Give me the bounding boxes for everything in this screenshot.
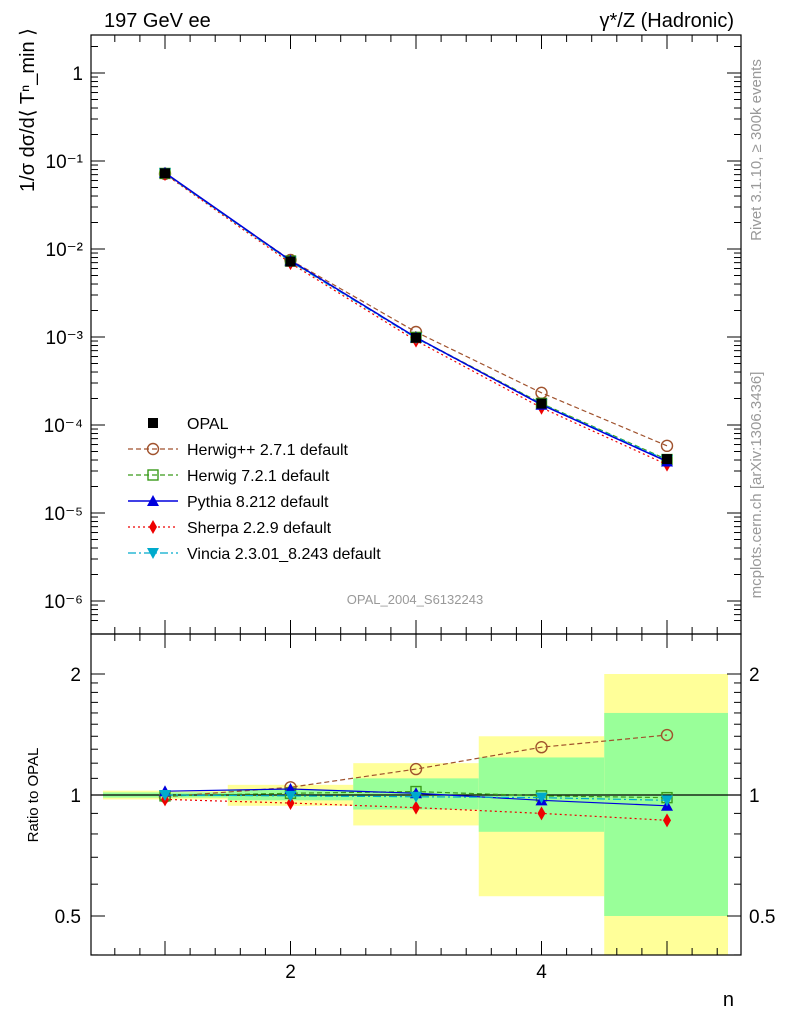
header-right-title: γ*/Z (Hadronic) xyxy=(600,10,734,32)
ratio-point-vincia xyxy=(535,792,548,804)
main-point-herwigpp xyxy=(660,439,674,453)
header-left-title: 197 GeV ee xyxy=(104,10,211,32)
ratio-ytick-label: 0.5 xyxy=(55,907,81,928)
x-axis-label: n xyxy=(723,989,734,1011)
main-point-opal xyxy=(285,256,296,267)
ratio-ylabel: Ratio to OPAL xyxy=(25,748,42,843)
legend-label-vincia: Vincia 2.3.01_8.243 default xyxy=(187,546,381,563)
ratio-point-herwigpp xyxy=(660,728,674,742)
main-ytick-label: 10⁻⁶ xyxy=(44,592,83,613)
main-point-opal xyxy=(662,454,672,465)
ratio-ytick-label: 1 xyxy=(70,786,81,807)
main-ytick-label: 10⁻¹ xyxy=(46,152,84,173)
legend: OPAL Herwig++ 2.7.1 default Herwig 7.2.1 d… xyxy=(128,416,381,563)
main-ytick-label: 1 xyxy=(72,64,83,85)
ratio-point-vincia xyxy=(159,790,171,801)
legend-marker-herwig7 xyxy=(147,469,159,481)
legend-marker-vincia xyxy=(147,548,159,559)
axes-layer: 10⁻⁶ 10⁻⁵ 10⁻⁴ 10⁻³ 10⁻² 10⁻¹ 1 2 4 0.5 0.5 1 1 2 2 xyxy=(44,34,775,983)
x-tick-label: 4 xyxy=(536,962,547,983)
band-green-4 xyxy=(604,712,728,916)
ratio-ytick-label-right: 1 xyxy=(749,786,760,807)
mcplots-label: mcplots.cern.ch [arXiv:1306.3436] xyxy=(748,372,765,599)
ratio-point-sherpa xyxy=(663,813,671,828)
main-line-herwig7 xyxy=(164,172,668,461)
main-point-opal xyxy=(160,168,170,179)
ratio-point-sherpa xyxy=(286,796,295,811)
rivet-label: Rivet 3.1.10, ≥ 300k events xyxy=(748,59,765,241)
series-layer xyxy=(158,166,674,828)
main-ytick-label: 10⁻³ xyxy=(46,328,84,349)
main-line-herwigpp xyxy=(164,173,668,447)
analysis-watermark: OPAL_2004_S6132243 xyxy=(347,592,483,607)
legend-label-herwig7: Herwig 7.2.1 default xyxy=(187,468,330,485)
legend-marker-pythia xyxy=(147,495,159,506)
legend-label-pythia: Pythia 8.212 default xyxy=(187,494,329,511)
ratio-point-herwigpp xyxy=(409,762,423,776)
ratio-point-sherpa xyxy=(412,800,420,815)
main-ytick-label: 10⁻⁴ xyxy=(44,416,83,437)
main-ytick-label: 10⁻² xyxy=(46,240,84,261)
main-point-opal xyxy=(536,398,547,409)
ratio-point-herwigpp xyxy=(535,740,548,754)
ratio-ytick-label-right: 0.5 xyxy=(749,907,775,928)
x-tick-label: 2 xyxy=(285,962,296,983)
legend-label-herwigpp: Herwig++ 2.7.1 default xyxy=(187,442,349,459)
main-line-pythia xyxy=(164,172,668,463)
ratio-ytick-label: 2 xyxy=(70,665,81,686)
legend-marker-opal xyxy=(148,418,158,428)
legend-label-opal: OPAL xyxy=(187,416,229,433)
main-ytick-label: 10⁻⁵ xyxy=(44,504,83,525)
ratio-ytick-label-right: 2 xyxy=(749,665,760,686)
legend-marker-herwigpp xyxy=(146,442,160,456)
ratio-point-vincia xyxy=(661,795,673,807)
ratio-bands xyxy=(103,674,728,955)
main-ylabel: 1/σ dσ/d⟨ Tⁿ_min ⟩ xyxy=(17,28,39,192)
legend-marker-sherpa xyxy=(149,520,157,534)
main-line-vincia xyxy=(164,172,668,461)
legend-label-sherpa: Sherpa 2.2.9 default xyxy=(187,520,332,537)
main-line-sherpa xyxy=(164,173,668,466)
ratio-point-vincia xyxy=(284,790,297,802)
ratio-line-herwigpp xyxy=(164,734,668,798)
ratio-point-sherpa xyxy=(537,806,546,821)
main-point-opal xyxy=(411,332,421,343)
ratio-point-vincia xyxy=(410,791,422,803)
